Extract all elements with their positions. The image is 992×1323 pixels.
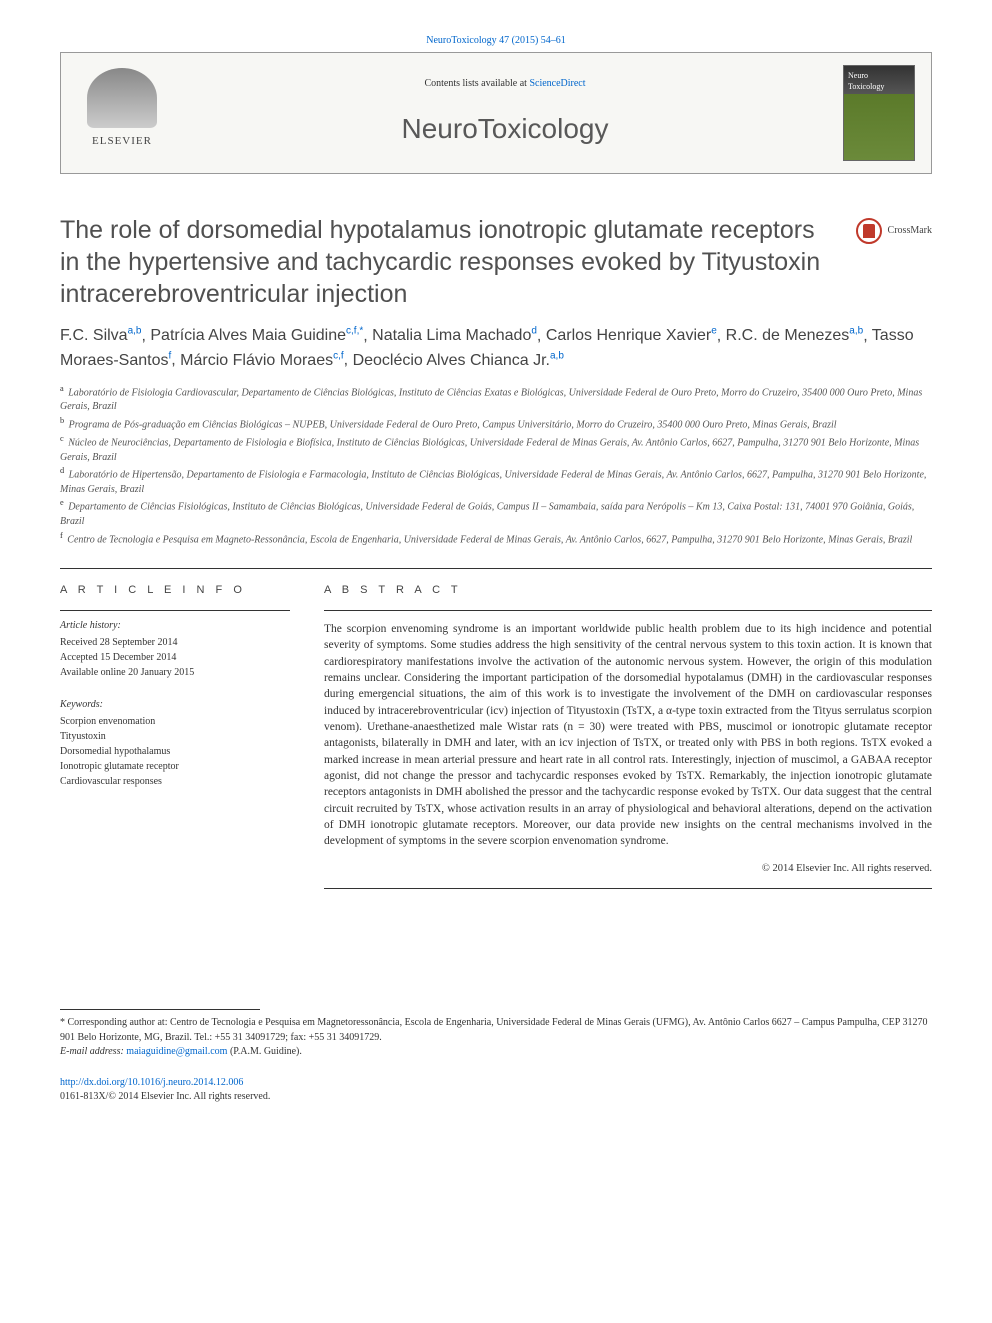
author-aff-link[interactable]: c,f (333, 350, 344, 361)
author-aff-link[interactable]: a,b (128, 326, 142, 337)
affiliation-line: e Departamento de Ciências Fisiológicas,… (60, 497, 932, 529)
keywords-label: Keywords: (60, 698, 290, 712)
author-aff-link[interactable]: a,b (849, 326, 863, 337)
email-line: E-mail address: maiaguidine@gmail.com (P… (60, 1045, 932, 1060)
crossmark-label: CrossMark (888, 224, 932, 238)
author-list: F.C. Silvaa,b, Patrícia Alves Maia Guidi… (60, 324, 932, 373)
author-aff-link[interactable]: f (169, 350, 172, 361)
online-line: Available online 20 January 2015 (60, 665, 290, 680)
email-suffix: (P.A.M. Guidine). (227, 1046, 301, 1057)
author: Deoclécio Alves Chianca Jr.a,b (353, 352, 564, 369)
journal-header: ELSEVIER Contents lists available at Sci… (60, 52, 932, 174)
author: Carlos Henrique Xaviere (546, 327, 717, 344)
contents-line: Contents lists available at ScienceDirec… (167, 77, 843, 91)
article-history-block: Article history: Received 28 September 2… (60, 610, 290, 680)
crossmark-widget[interactable]: CrossMark (856, 214, 932, 244)
author-aff-link[interactable]: a,b (550, 350, 564, 361)
abstract-heading: A B S T R A C T (324, 583, 932, 598)
cover-label-bottom: Toxicology (848, 81, 910, 92)
crossmark-icon (856, 218, 882, 244)
header-center: Contents lists available at ScienceDirec… (167, 77, 843, 148)
affiliations: a Laboratório de Fisiologia Cardiovascul… (60, 383, 932, 548)
author: Patrícia Alves Maia Guidinec,f,* (150, 327, 363, 344)
author: Márcio Flávio Moraesc,f (180, 352, 344, 369)
history-label: Article history: (60, 619, 290, 633)
elsevier-tree-icon (87, 68, 157, 128)
info-abstract-row: A R T I C L E I N F O Article history: R… (60, 583, 932, 890)
publisher-logo: ELSEVIER (77, 68, 167, 158)
author-aff-link[interactable]: c,f,* (346, 326, 363, 337)
accepted-line: Accepted 15 December 2014 (60, 650, 290, 665)
keywords-list: Scorpion envenomationTityustoxinDorsomed… (60, 714, 290, 789)
sciencedirect-link[interactable]: ScienceDirect (529, 78, 585, 89)
publisher-name: ELSEVIER (92, 134, 152, 149)
abstract-copyright: © 2014 Elsevier Inc. All rights reserved… (324, 862, 932, 877)
divider-rule (60, 568, 932, 569)
page: NeuroToxicology 47 (2015) 54–61 ELSEVIER… (0, 0, 992, 1145)
affiliation-line: a Laboratório de Fisiologia Cardiovascul… (60, 383, 932, 415)
journal-cover-thumb: Neuro Toxicology (843, 65, 915, 161)
article-info-column: A R T I C L E I N F O Article history: R… (60, 583, 290, 890)
author: Natalia Lima Machadod (372, 327, 537, 344)
keyword: Tityustoxin (60, 729, 290, 744)
author-aff-link[interactable]: e (711, 326, 717, 337)
doi-link[interactable]: http://dx.doi.org/10.1016/j.neuro.2014.1… (60, 1077, 243, 1088)
issn-line: 0161-813X/© 2014 Elsevier Inc. All right… (60, 1090, 932, 1105)
affiliation-line: f Centro de Tecnologia e Pesquisa em Mag… (60, 530, 932, 548)
keywords-block: Keywords: Scorpion envenomationTityustox… (60, 698, 290, 789)
affiliation-line: d Laboratório de Hipertensão, Departamen… (60, 465, 932, 497)
abstract-text: The scorpion envenoming syndrome is an i… (324, 621, 932, 850)
author: F.C. Silvaa,b (60, 327, 141, 344)
keyword: Scorpion envenomation (60, 714, 290, 729)
author-aff-link[interactable]: d (531, 326, 537, 337)
keyword: Ionotropic glutamate receptor (60, 759, 290, 774)
keyword: Dorsomedial hypothalamus (60, 744, 290, 759)
footer-rule (60, 1009, 260, 1010)
corresponding-author: * Corresponding author at: Centro de Tec… (60, 1016, 932, 1045)
footer-block: * Corresponding author at: Centro de Tec… (60, 1009, 932, 1105)
affiliation-line: b Programa de Pós-graduação em Ciências … (60, 415, 932, 433)
author: R.C. de Menezesa,b (726, 327, 864, 344)
doi-block: http://dx.doi.org/10.1016/j.neuro.2014.1… (60, 1076, 932, 1105)
journal-name: NeuroToxicology (167, 109, 843, 148)
abstract-column: A B S T R A C T The scorpion envenoming … (324, 583, 932, 890)
email-label: E-mail address: (60, 1046, 126, 1057)
received-line: Received 28 September 2014 (60, 635, 290, 650)
citation-link[interactable]: NeuroToxicology 47 (2015) 54–61 (426, 35, 566, 46)
title-row: The role of dorsomedial hypotalamus iono… (60, 214, 932, 310)
affiliation-line: c Núcleo de Neurociências, Departamento … (60, 433, 932, 465)
keyword: Cardiovascular responses (60, 774, 290, 789)
cover-label-top: Neuro (848, 70, 910, 81)
email-link[interactable]: maiaguidine@gmail.com (126, 1046, 227, 1057)
article-title: The role of dorsomedial hypotalamus iono… (60, 214, 840, 310)
contents-prefix: Contents lists available at (424, 78, 529, 89)
abstract-box: The scorpion envenoming syndrome is an i… (324, 610, 932, 889)
article-info-heading: A R T I C L E I N F O (60, 583, 290, 598)
header-citation: NeuroToxicology 47 (2015) 54–61 (60, 30, 932, 52)
